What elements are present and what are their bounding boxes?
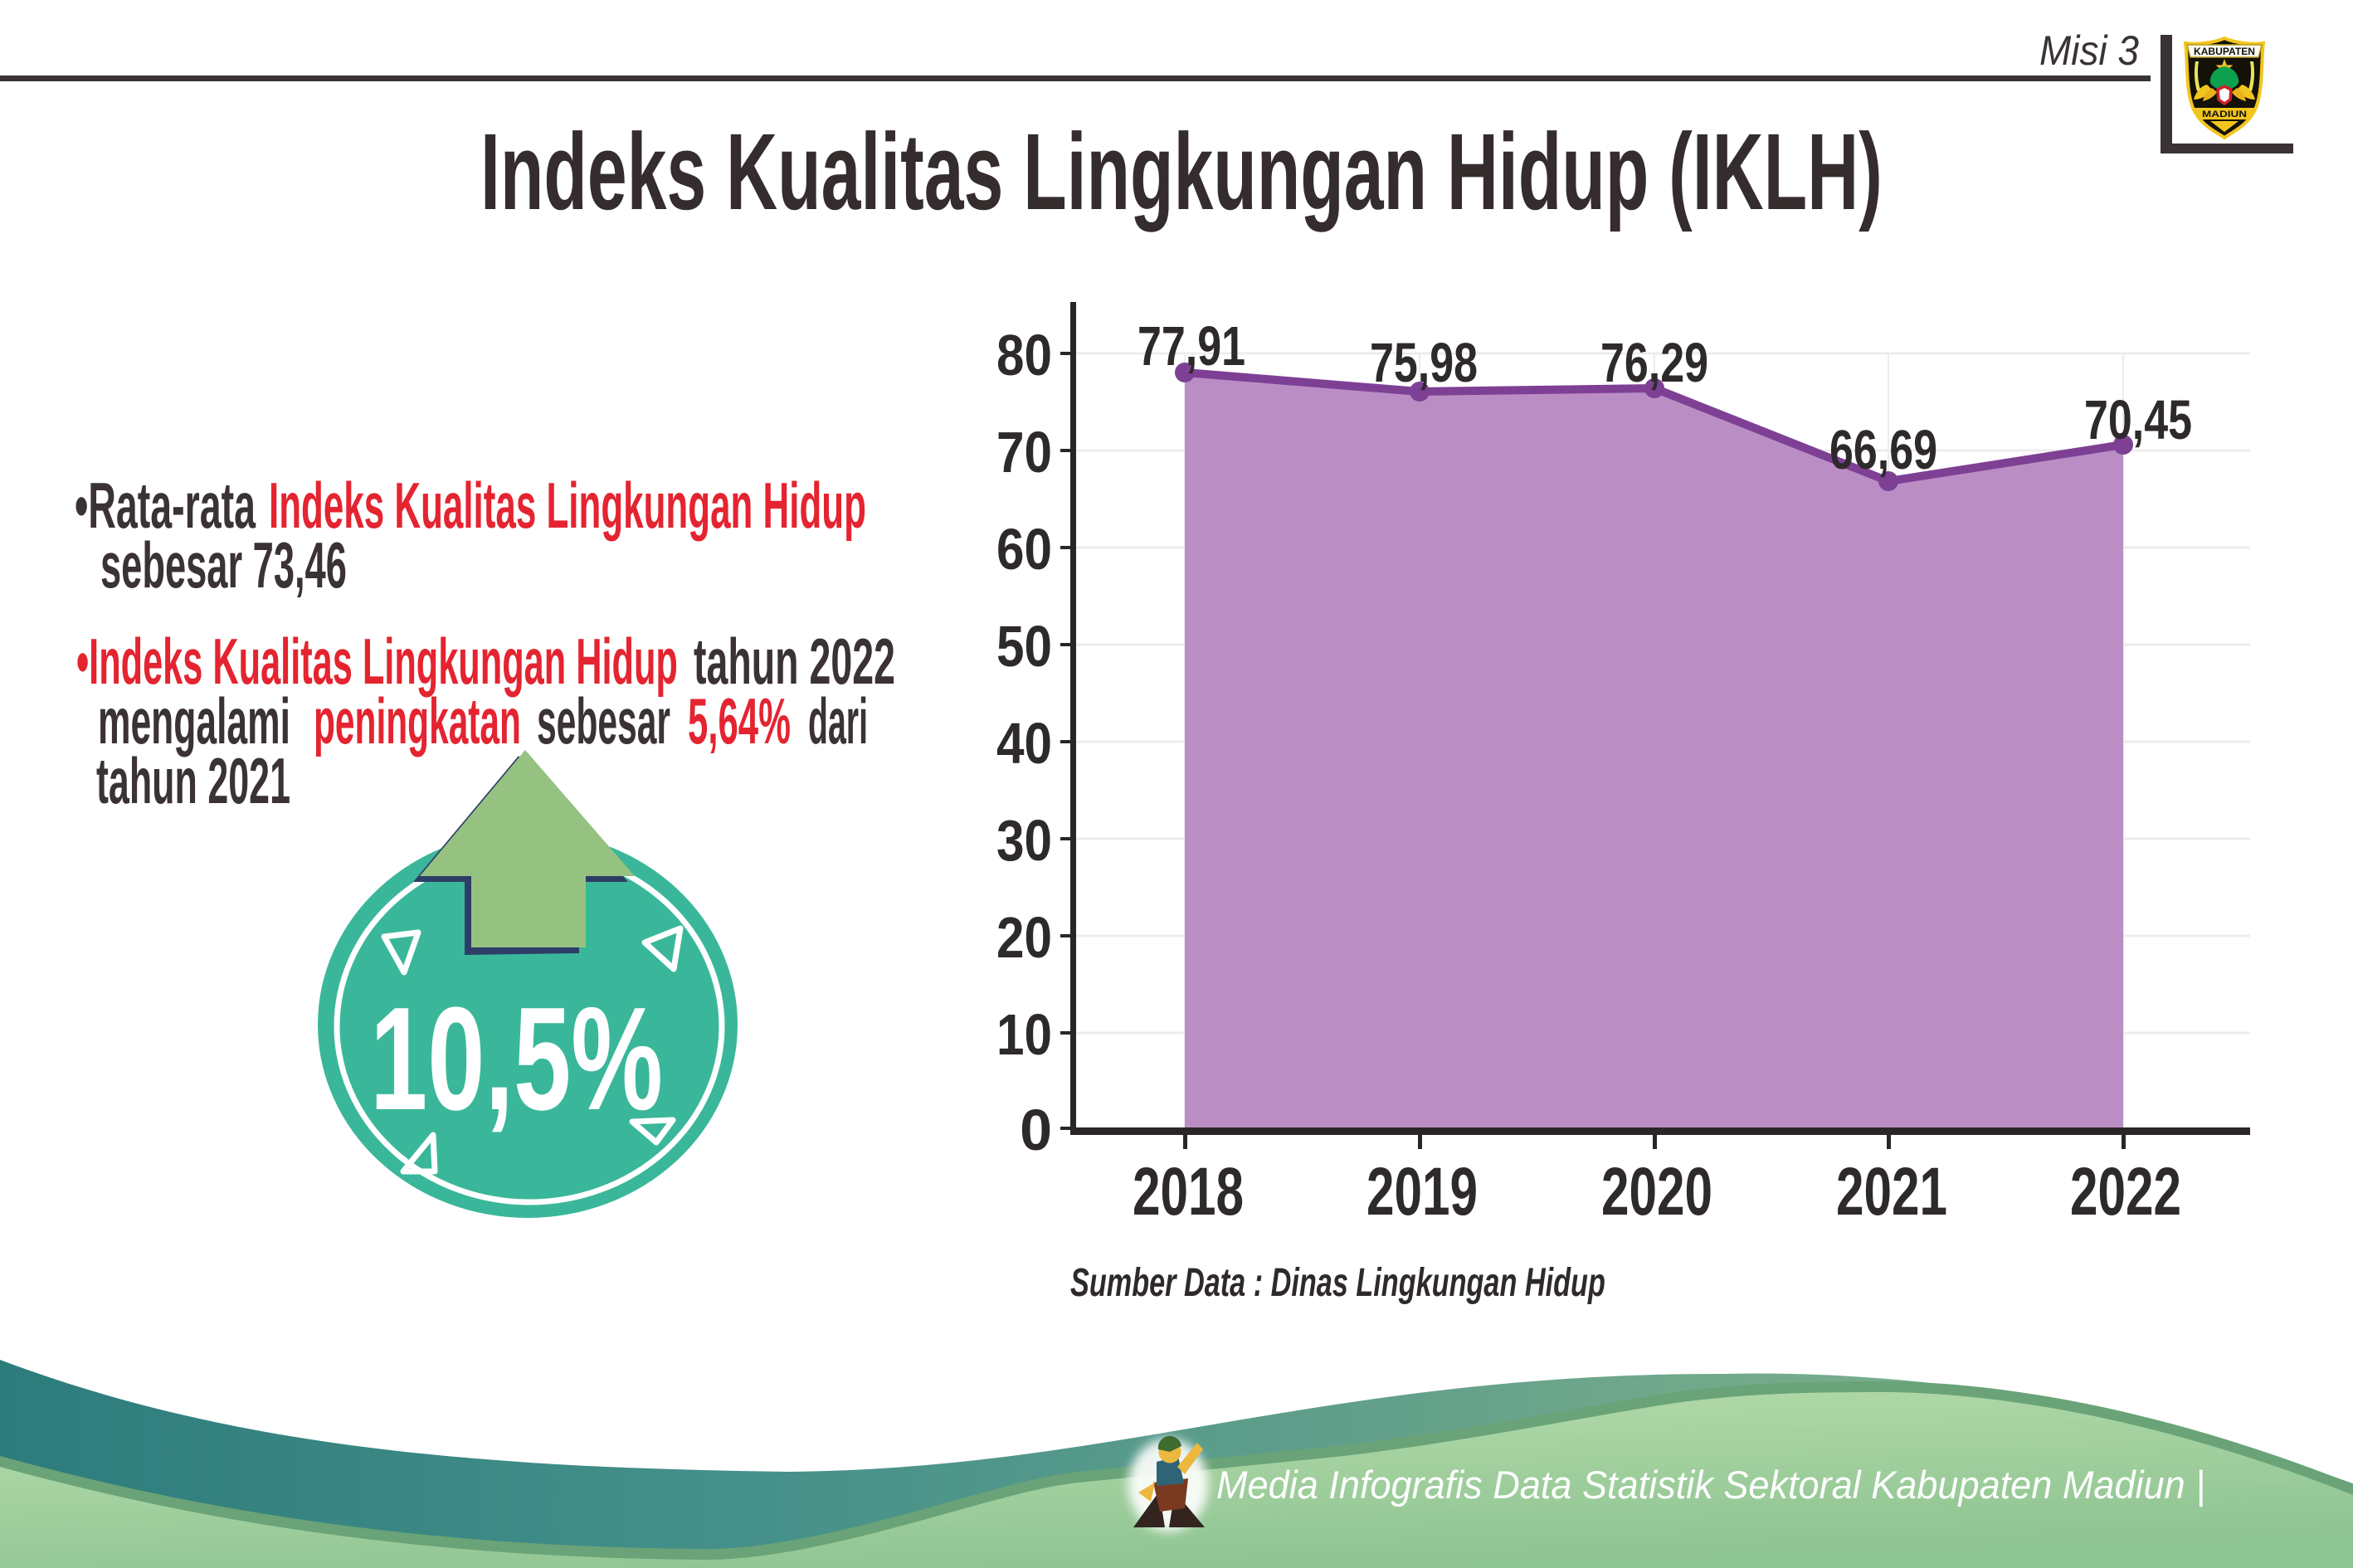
svg-text:peningkatan: peningkatan	[314, 685, 521, 757]
svg-text:2019: 2019	[1366, 1154, 1478, 1230]
svg-text:80: 80	[996, 323, 1052, 387]
svg-text:20: 20	[996, 905, 1052, 970]
svg-text:76,29: 76,29	[1600, 332, 1708, 394]
svg-text:50: 50	[996, 614, 1052, 679]
svg-text:10,5%: 10,5%	[370, 976, 663, 1141]
svg-text:Misi 3: Misi 3	[2039, 28, 2139, 74]
svg-text:2021: 2021	[1836, 1154, 1947, 1230]
svg-text:5,64%: 5,64%	[688, 686, 791, 757]
svg-text:tahun 2021: tahun 2021	[96, 745, 290, 817]
svg-text:75,98: 75,98	[1370, 332, 1478, 394]
svg-text:sebesar 73,46: sebesar 73,46	[100, 528, 347, 601]
svg-text:•Rata-rata: •Rata-rata	[75, 470, 256, 542]
svg-text:Indeks Kualitas Lingkungan Hid: Indeks Kualitas Lingkungan Hidup	[269, 470, 866, 542]
svg-text:66,69: 66,69	[1829, 419, 1937, 481]
svg-text:Media Infografis Data Statisti: Media Infografis Data Statistik Sektoral…	[1216, 1463, 2205, 1507]
svg-text:40: 40	[996, 711, 1052, 776]
svg-text:2020: 2020	[1601, 1154, 1712, 1230]
svg-text:77,91: 77,91	[1138, 315, 1245, 377]
svg-text:2022: 2022	[2070, 1154, 2181, 1230]
svg-text:2018: 2018	[1133, 1154, 1244, 1230]
svg-text:30: 30	[996, 808, 1052, 873]
svg-text:tahun 2022: tahun 2022	[694, 626, 895, 698]
svg-text:mengalami: mengalami	[98, 686, 290, 757]
svg-text:•Indeks Kualitas Lingkungan Hi: •Indeks Kualitas Lingkungan Hidup	[76, 626, 678, 699]
svg-text:KABUPATEN: KABUPATEN	[2194, 47, 2255, 57]
svg-text:70,45: 70,45	[2084, 389, 2192, 451]
svg-text:Sumber Data : Dinas Lingkungan: Sumber Data : Dinas Lingkungan Hidup	[1070, 1259, 1605, 1304]
svg-text:10: 10	[996, 1002, 1052, 1067]
svg-text:0: 0	[1020, 1098, 1052, 1162]
svg-text:dari: dari	[808, 686, 868, 758]
svg-text:Indeks Kualitas Lingkungan Hid: Indeks Kualitas Lingkungan Hidup (IKLH)	[480, 112, 1883, 232]
svg-text:70: 70	[996, 420, 1052, 485]
svg-text:sebesar: sebesar	[537, 685, 670, 757]
svg-text:MADIUN: MADIUN	[2202, 110, 2247, 119]
svg-text:60: 60	[996, 517, 1052, 582]
